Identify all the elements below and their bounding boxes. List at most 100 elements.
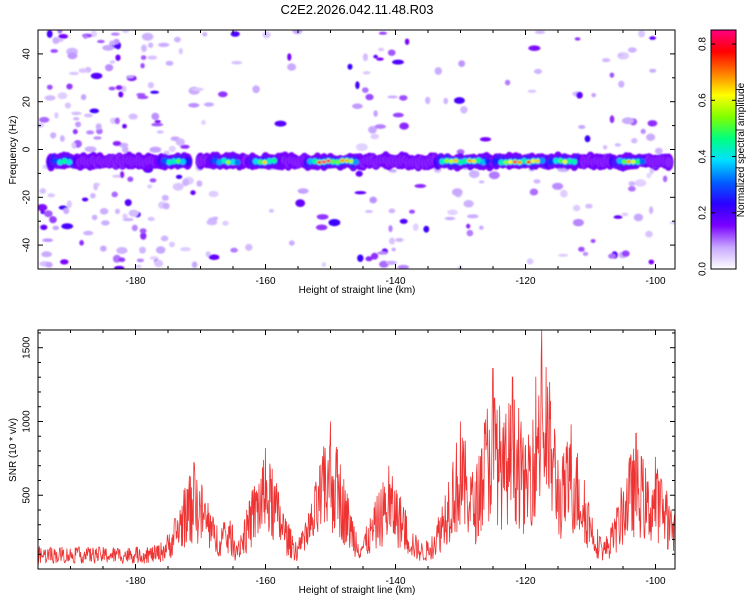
spectrogram-cell — [156, 130, 164, 134]
spectrogram-cell — [180, 247, 191, 252]
spectrogram-cell — [161, 194, 169, 201]
spectrogram-cell — [149, 256, 159, 260]
spectrogram-cell — [388, 237, 396, 245]
spectrogram-cell — [208, 190, 219, 198]
spectrogram-cell — [355, 170, 363, 177]
spectrogram-cell — [211, 157, 218, 164]
spectrogram-cell — [645, 230, 653, 238]
spectrogram-cell — [147, 55, 158, 60]
spectrogram-cell — [526, 258, 534, 265]
spectrogram-cell — [57, 30, 63, 34]
spectrogram-cell — [439, 159, 445, 164]
spectrogram-cell — [57, 160, 63, 165]
spectrogram-cell — [131, 224, 138, 232]
snr-y-tick-label: 500 — [22, 486, 33, 503]
spectrogram-cell — [374, 124, 387, 129]
snr-x-tick-label: -160 — [255, 576, 275, 587]
spectrogram-cell — [365, 93, 374, 101]
spectrogram-cell — [182, 178, 190, 187]
spectrogram-cell — [378, 31, 387, 35]
spectrogram-cell — [110, 32, 120, 36]
spectrogram-cell — [137, 95, 149, 100]
spectrogram-cell — [590, 239, 596, 243]
spectrogram-cell — [162, 202, 170, 210]
spectrogram-cell — [344, 159, 349, 162]
snr-x-ticks: -180 -160 -140 -120 -100 — [37, 330, 666, 587]
spectrogram-cell — [584, 135, 591, 143]
spectrogram-cell — [179, 158, 186, 165]
spectrogram-cell — [191, 261, 198, 269]
spectrogram-cell — [560, 189, 568, 198]
spectrogram-cell — [387, 49, 396, 56]
spectrogram-cell — [190, 190, 196, 196]
spectrogram-cell — [127, 176, 134, 182]
spectrogram-cell — [252, 158, 259, 165]
spectrogram-cell — [118, 91, 124, 98]
spectrogram-cell — [352, 103, 363, 109]
spectrogram-cell — [316, 214, 329, 220]
spectrogram-cell — [231, 61, 243, 65]
spectrogram-cell — [140, 55, 147, 60]
spectrogram-cell — [183, 156, 192, 167]
spectrogram-cell — [628, 181, 636, 187]
spectrogram-cell — [191, 87, 204, 92]
spectrogram-cell — [150, 90, 160, 94]
snr-y-tick-label: 1500 — [22, 336, 33, 359]
spectrogram-cell — [169, 241, 175, 248]
spectrogram-cell — [161, 157, 168, 164]
spectrogram-cell — [618, 80, 625, 88]
spectrogram-cell — [414, 184, 427, 188]
spectrogram-cell — [57, 92, 68, 100]
spectrogram-cell — [111, 191, 118, 198]
spectrogram-cell — [466, 223, 471, 229]
spectrogram-cell — [377, 251, 388, 255]
spectrogram-cell — [654, 147, 663, 155]
spectrogram-cell — [328, 219, 341, 227]
spectrogram-cell — [168, 145, 176, 153]
spectrogram-cell — [456, 149, 465, 155]
spectrogram-cell — [78, 68, 88, 73]
spectrogram-cell — [178, 48, 183, 55]
spectrogram-cell — [174, 36, 181, 43]
spectrogram-y-tick-label: 20 — [22, 96, 33, 108]
spectrogram-cell — [201, 120, 206, 125]
spectrogram-cell — [266, 159, 272, 164]
snr-x-label: Height of straight line (km) — [299, 585, 416, 596]
spectrogram-cell — [63, 207, 70, 215]
spectrogram-cell — [376, 57, 384, 61]
spectrogram-cell — [539, 157, 546, 164]
spectrogram-cell — [609, 115, 615, 124]
spectrogram-cell — [479, 225, 484, 230]
spectrogram-cell — [635, 159, 641, 164]
spectrogram-cell — [222, 220, 229, 226]
spectrogram-cell — [578, 246, 585, 252]
spectrogram-cell — [39, 188, 47, 194]
spectrogram-cell — [128, 209, 139, 217]
spectrogram-cell — [188, 103, 200, 108]
spectrogram-cell — [202, 32, 208, 37]
spectrogram-cell — [114, 117, 120, 125]
spectrogram-cell — [262, 160, 267, 164]
spectrogram-cell — [252, 85, 260, 94]
spectrogram-cell — [102, 44, 115, 51]
spectrogram-cell — [392, 112, 404, 118]
spectrogram-cell — [50, 132, 57, 139]
spectrogram-cell — [451, 188, 463, 197]
spectrogram-cell — [208, 254, 220, 260]
spectrogram-cell — [527, 89, 537, 93]
spectrogram-cell — [669, 221, 675, 225]
spectrogram-cell — [230, 159, 236, 165]
spectrogram-cell — [52, 157, 59, 164]
spectrogram-cell — [295, 199, 306, 208]
spectrogram-y-label: Frequency (Hz) — [8, 116, 19, 185]
spectrogram-cells — [38, 30, 675, 269]
spectrogram-cell — [147, 82, 154, 89]
spectrogram-cell — [54, 112, 59, 119]
spectrogram-cell — [528, 45, 541, 51]
spectrogram-cell — [39, 116, 50, 123]
spectrogram-cell — [614, 143, 621, 147]
spectrogram-cell — [616, 157, 623, 164]
spectrogram-cell — [368, 126, 377, 134]
spectrogram-cell — [84, 113, 93, 118]
spectrogram-cell — [44, 210, 53, 218]
